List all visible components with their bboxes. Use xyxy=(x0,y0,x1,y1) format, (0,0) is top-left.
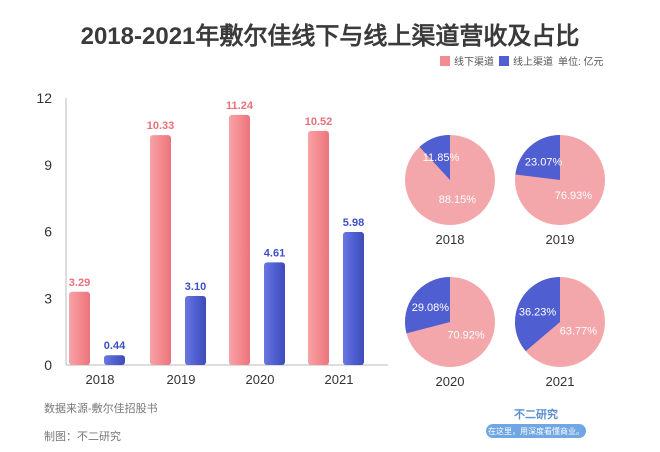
y-tick-label: 6 xyxy=(44,224,52,240)
pie-charts: 11.85% 88.15% 2018 23.07% 76.93% 2019 29.08% 70… xyxy=(405,135,605,389)
y-tick-label: 12 xyxy=(36,90,52,106)
pie-slice-online-2019 xyxy=(515,135,560,180)
y-tick-label: 3 xyxy=(44,290,52,306)
maker-note: 制图：不二研究 xyxy=(44,429,121,443)
pie-2020: 29.08% 70.92% 2020 xyxy=(405,277,495,389)
brand-slogan-pill xyxy=(486,424,586,438)
bar-offline-2021 xyxy=(308,130,329,365)
y-tick-label: 9 xyxy=(44,157,52,173)
brand-name: 不二研究 xyxy=(514,407,558,421)
y-tick-label: 0 xyxy=(44,357,52,373)
bar-label-offline-2019: 10.33 xyxy=(147,120,175,132)
bar-label-offline-2020: 11.24 xyxy=(226,100,254,112)
pie-label-offline-2019: 76.93% xyxy=(555,190,593,202)
brand-slogan: 在这里，用深度看懂商业。 xyxy=(488,426,584,436)
pie-slice-online-2018 xyxy=(419,135,450,180)
bar-label-offline-2021: 10.52 xyxy=(305,116,333,128)
x-tick-label: 2018 xyxy=(86,372,115,387)
pie-label-offline-2018: 88.15% xyxy=(439,194,477,206)
pie-label-online-2018: 11.85% xyxy=(423,152,460,164)
bar-label-online-2021: 5.98 xyxy=(343,217,364,229)
source-note: 数据来源-敷尔佳招股书 xyxy=(44,401,158,415)
pie-label-offline-2021: 63.77% xyxy=(560,325,598,337)
legend-swatch-online xyxy=(499,56,509,66)
pie-label-online-2019: 23.07% xyxy=(525,156,563,168)
legend-swatch-offline xyxy=(440,56,450,66)
bar-offline-2019 xyxy=(150,135,171,365)
bar-offline-2020 xyxy=(229,114,250,365)
x-ticks: 2018 2019 2020 2021 xyxy=(86,372,354,387)
pie-2021: 36.23%63.77% 2021 xyxy=(515,277,605,389)
bar-label-offline-2018: 3.29 xyxy=(69,277,90,289)
x-tick-label: 2019 xyxy=(167,372,196,387)
brand-badge: 不二研究 在这里，用深度看懂商业。 xyxy=(486,407,586,438)
pie-2019: 23.07% 76.93% 2019 xyxy=(515,135,605,247)
legend-label-online: 线上渠道 xyxy=(513,55,553,68)
bar-label-online-2018: 0.44 xyxy=(104,340,126,352)
bar-offline-2018 xyxy=(69,291,90,365)
pie-year-label-2021: 2021 xyxy=(546,374,575,389)
pie-slice-online-2021 xyxy=(515,277,560,352)
x-tick-label: 2020 xyxy=(246,372,275,387)
pie-year-label-2018: 2018 xyxy=(436,232,465,247)
bar-online-2020 xyxy=(264,262,285,365)
bar-online-2019 xyxy=(185,296,206,365)
bar-online-2021 xyxy=(343,231,364,365)
pie-year-label-2019: 2019 xyxy=(546,232,575,247)
pie-year-label-2020: 2020 xyxy=(436,374,465,389)
legend: 线下渠道 线上渠道 单位: 亿元 xyxy=(440,55,604,68)
bar-online-2018 xyxy=(104,355,125,365)
pie-label-online-2020: 29.08% xyxy=(412,302,450,314)
unit-label: 单位: 亿元 xyxy=(558,55,604,68)
y-ticks: 0 3 6 9 12 xyxy=(36,90,52,373)
bar-label-online-2019: 3.10 xyxy=(185,281,206,293)
bar-value-labels: 3.29 0.44 10.33 3.10 11.24 4.61 10.52 5.98 xyxy=(69,100,364,352)
bars xyxy=(69,114,364,365)
pie-2018: 11.85% 88.15% 2018 xyxy=(405,135,495,247)
chart-title: 2018-2021年敷尔佳线下与线上渠道营收及占比 xyxy=(81,22,580,50)
pie-label-offline-2020: 70.92% xyxy=(447,329,485,341)
pie-label-online-2021: 36.23% xyxy=(519,307,557,319)
pie-slice-online-2020 xyxy=(405,277,450,334)
bar-chart: 0 3 6 9 12 2018 2019 2020 2021 3.29 0.44 10.33 3.1… xyxy=(36,90,388,387)
x-tick-label: 2021 xyxy=(325,372,354,387)
legend-label-offline: 线下渠道 xyxy=(454,55,494,68)
bar-label-online-2020: 4.61 xyxy=(264,247,285,259)
